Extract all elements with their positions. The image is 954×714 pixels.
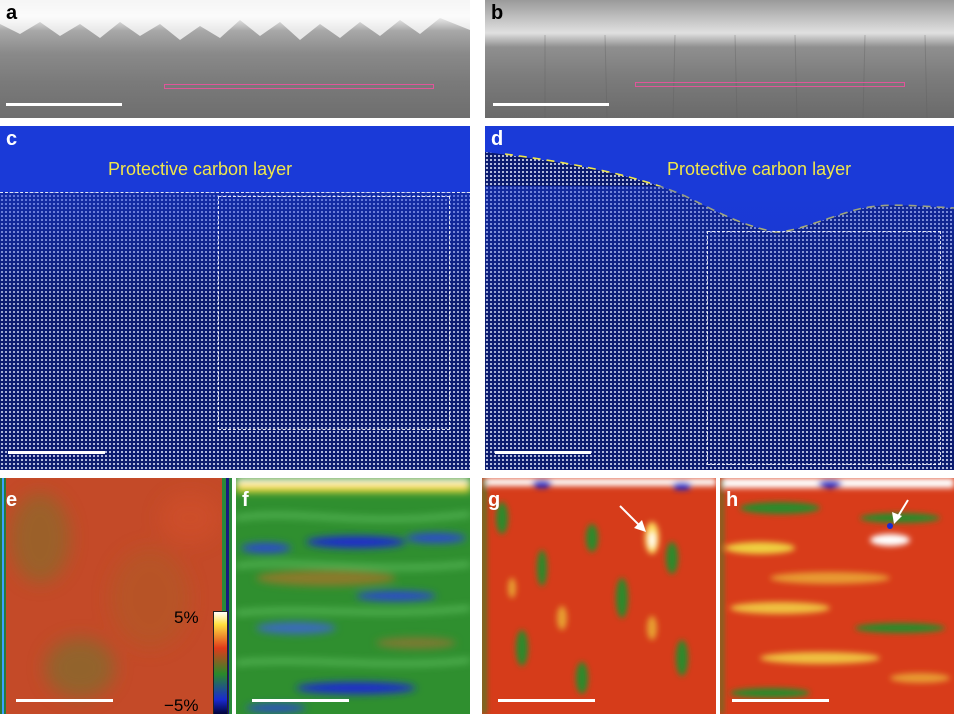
colorbar-max-label: 5%	[174, 608, 199, 627]
scale-bar	[493, 103, 609, 106]
scale-bar	[16, 699, 113, 702]
region-marker	[635, 82, 905, 87]
panel-c-label: c	[6, 128, 18, 150]
sem-surface-texture	[0, 0, 470, 40]
panel-h: h	[720, 478, 954, 714]
fade-overlay	[0, 192, 470, 470]
arrow-icon	[619, 505, 646, 532]
panel-f: f	[236, 478, 470, 714]
colorbar-min-label: −5%	[164, 696, 199, 714]
sem-columns-texture	[544, 34, 928, 118]
panel-a: a	[0, 0, 470, 118]
strain-map	[720, 478, 954, 714]
panel-e: e 5% −5%	[0, 478, 232, 714]
panel-b: b	[485, 0, 954, 118]
scale-bar	[495, 451, 591, 454]
panel-e-label: e	[6, 489, 18, 511]
panel-c: c Protective carbon layer	[0, 126, 470, 470]
strain-map	[236, 478, 470, 714]
arrow-icon	[892, 499, 909, 524]
panel-d: d Protective carbon layer	[485, 126, 954, 470]
carbon-layer-region	[485, 126, 954, 233]
strain-map	[0, 478, 232, 714]
fade-overlay	[485, 186, 954, 470]
interface-dashed-line	[0, 192, 470, 193]
analysis-region-box	[707, 231, 941, 465]
panel-g: g	[482, 478, 716, 714]
colorbar	[213, 611, 228, 714]
scale-bar	[498, 699, 595, 702]
panel-h-label: h	[726, 489, 739, 511]
carbon-layer-region	[0, 126, 470, 192]
scale-bar	[252, 699, 349, 702]
panel-d-label: d	[491, 128, 504, 150]
strain-map	[482, 478, 716, 714]
panel-b-label: b	[491, 2, 504, 24]
panel-g-label: g	[488, 489, 501, 511]
scale-bar	[732, 699, 829, 702]
carbon-layer-annotation: Protective carbon layer	[667, 159, 852, 179]
panel-f-label: f	[242, 489, 249, 511]
panel-a-label: a	[6, 2, 18, 24]
scale-bar	[6, 103, 122, 106]
carbon-layer-annotation: Protective carbon layer	[108, 159, 293, 179]
analysis-region-box	[218, 196, 450, 430]
region-marker	[164, 84, 434, 89]
scale-bar	[8, 451, 105, 454]
